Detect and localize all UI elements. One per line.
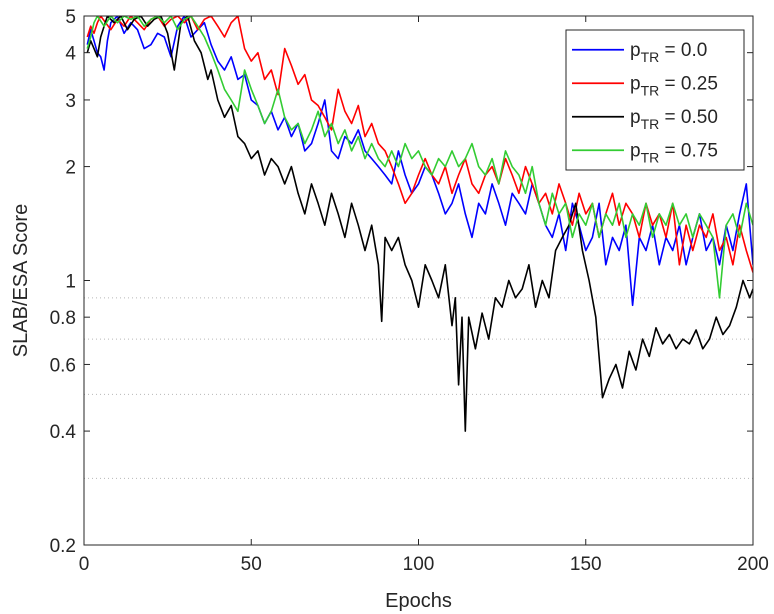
series-line-3	[86, 16, 753, 299]
tick-layer: 0 50 100 150 200 0.2 0.4 0.6 0.8 1 2 3 4 5	[50, 7, 769, 575]
y-tick-label: 4	[65, 44, 76, 65]
y-tick-label: 2	[65, 158, 76, 179]
legend-box	[565, 29, 745, 171]
y-tick-label: 5	[65, 7, 76, 28]
y-tick-label: 0.4	[50, 422, 77, 443]
y-axis-label: SLAB/ESA Score	[10, 204, 32, 357]
series-line-2	[86, 16, 753, 432]
series-line-0	[86, 16, 753, 307]
x-tick-label: 150	[570, 554, 602, 575]
x-tick-label: 50	[241, 554, 262, 575]
y-tick-label: 0.8	[50, 308, 76, 329]
legend: pTR = 0.0 pTR = 0.25 pTR = 0.50 pTR = 0.75	[565, 29, 745, 171]
x-tick-label: 100	[403, 554, 435, 575]
y-tick-label: 1	[65, 272, 76, 293]
y-tick-label: 3	[65, 91, 76, 112]
legend-label-2: pTR = 0.50	[630, 107, 718, 132]
legend-label-0: pTR = 0.0	[630, 40, 707, 65]
series-layer	[86, 16, 753, 432]
x-tick-label: 0	[79, 554, 90, 575]
y-tick-label: 0.2	[50, 536, 76, 557]
legend-label-1: pTR = 0.25	[630, 73, 718, 98]
y-tick-label: 0.6	[50, 355, 76, 376]
x-tick-label: 200	[737, 554, 769, 575]
x-axis-label: Epochs	[385, 590, 452, 612]
legend-label-3: pTR = 0.75	[630, 140, 718, 165]
